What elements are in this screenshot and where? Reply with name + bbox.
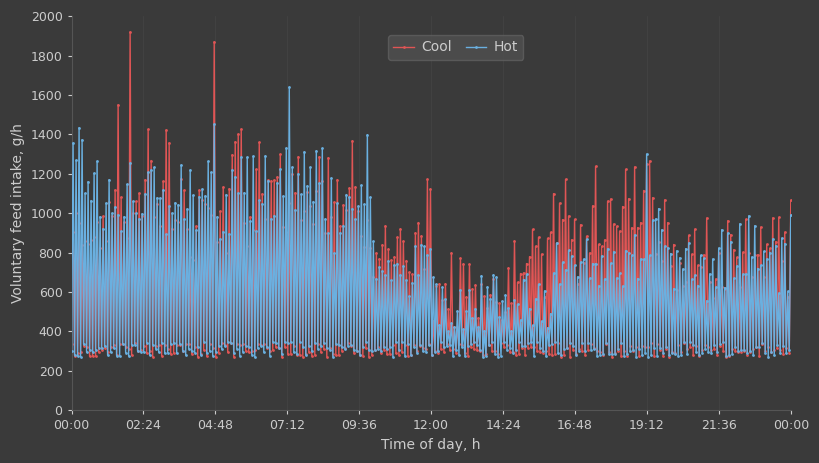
Hot [472, 342, 482, 348]
Cool [147, 354, 157, 360]
Cool [373, 344, 382, 350]
Y-axis label: Voluntary feed intake, g/h: Voluntary feed intake, g/h [11, 123, 25, 303]
Hot [284, 84, 294, 90]
X-axis label: Time of day, h: Time of day, h [381, 438, 480, 452]
Hot [66, 348, 76, 354]
Cool [506, 300, 516, 306]
Hot [250, 354, 260, 360]
Cool [66, 342, 76, 347]
Cool [785, 198, 794, 203]
Hot [722, 230, 731, 236]
Hot [506, 328, 516, 333]
Hot [785, 213, 794, 218]
Cool [293, 154, 303, 159]
Cool [597, 352, 607, 357]
Line: Cool: Cool [70, 31, 791, 358]
Legend: Cool, Hot: Cool, Hot [387, 35, 523, 60]
Cool [125, 29, 135, 35]
Hot [293, 171, 303, 177]
Cool [472, 348, 482, 353]
Cool [722, 218, 731, 224]
Hot [597, 351, 607, 357]
Hot [373, 347, 382, 352]
Line: Hot: Hot [70, 86, 791, 358]
